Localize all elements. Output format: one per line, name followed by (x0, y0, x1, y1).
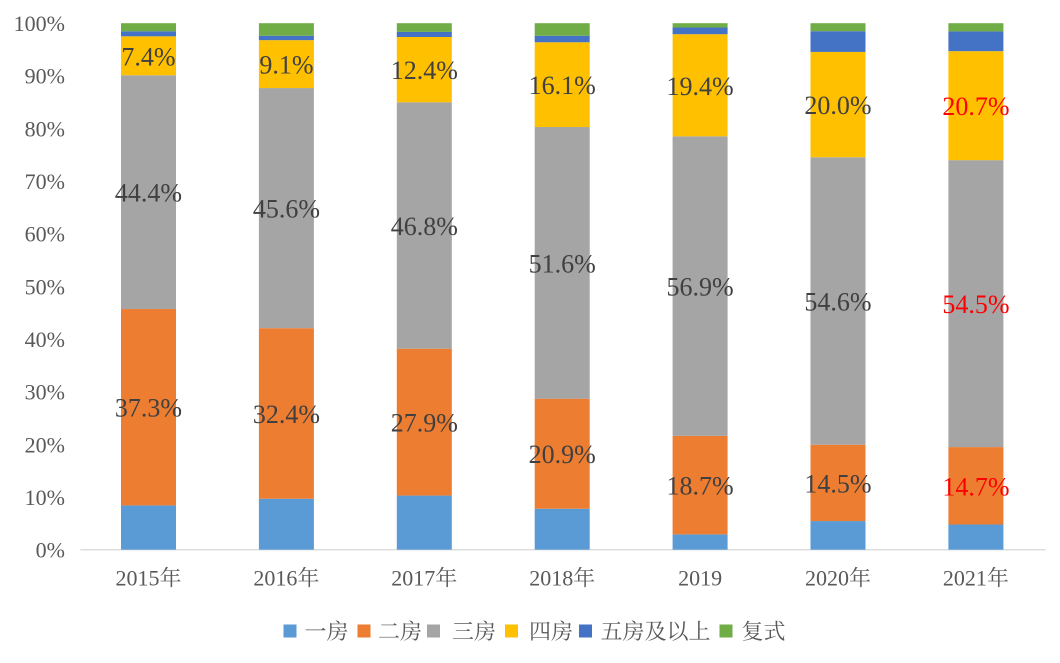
svg-text:100%: 100% (14, 11, 65, 36)
svg-text:80%: 80% (25, 116, 65, 141)
svg-text:2020: 2020 (805, 566, 849, 591)
svg-text:90%: 90% (25, 64, 65, 89)
svg-text:50%: 50% (25, 274, 65, 299)
svg-text:20.7%: 20.7% (942, 92, 1009, 121)
svg-text:40%: 40% (25, 327, 65, 352)
svg-text:2016: 2016 (253, 566, 297, 591)
svg-text:19.4%: 19.4% (667, 72, 734, 101)
svg-text:0%: 0% (36, 538, 65, 563)
svg-text:12.4%: 12.4% (391, 56, 458, 85)
svg-text:14.7%: 14.7% (942, 472, 1009, 501)
svg-text:30%: 30% (25, 380, 65, 405)
svg-text:27.9%: 27.9% (391, 409, 458, 438)
svg-text:2015: 2015 (116, 566, 160, 591)
svg-text:32.4%: 32.4% (253, 400, 320, 429)
svg-text:20%: 20% (25, 432, 65, 457)
svg-text:54.5%: 54.5% (942, 290, 1009, 319)
svg-text:7.4%: 7.4% (121, 42, 175, 71)
svg-text:2018: 2018 (529, 566, 573, 591)
svg-text:18.7%: 18.7% (667, 472, 734, 501)
svg-text:2021: 2021 (943, 566, 987, 591)
svg-text:60%: 60% (25, 222, 65, 247)
svg-text:10%: 10% (25, 485, 65, 510)
svg-text:20.0%: 20.0% (804, 91, 871, 120)
svg-text:44.4%: 44.4% (115, 179, 182, 208)
svg-text:54.6%: 54.6% (804, 288, 871, 317)
svg-text:20.9%: 20.9% (529, 440, 596, 469)
svg-text:2017: 2017 (391, 566, 435, 591)
svg-text:37.3%: 37.3% (115, 394, 182, 423)
svg-text:51.6%: 51.6% (529, 249, 596, 278)
svg-text:16.1%: 16.1% (529, 71, 596, 100)
svg-text:70%: 70% (25, 169, 65, 194)
svg-text:2019: 2019 (678, 566, 722, 591)
svg-text:56.9%: 56.9% (667, 273, 734, 302)
svg-text:45.6%: 45.6% (253, 195, 320, 224)
svg-text:9.1%: 9.1% (259, 51, 313, 80)
svg-text:46.8%: 46.8% (391, 212, 458, 241)
svg-text:14.5%: 14.5% (804, 469, 871, 498)
